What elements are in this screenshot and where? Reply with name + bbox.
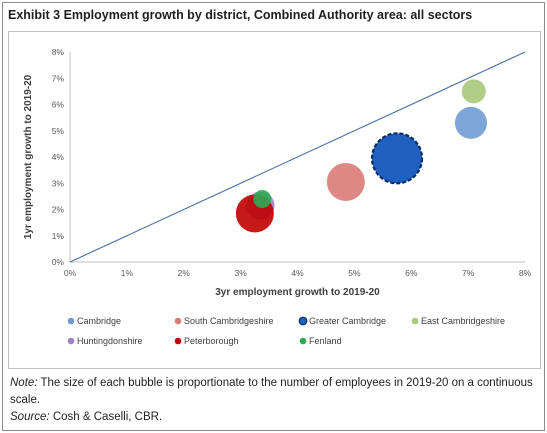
x-tick-label: 7% [462, 268, 475, 278]
legend-marker-east-cambridgeshire [411, 317, 419, 325]
x-tick-label: 8% [519, 268, 532, 278]
bubble-greater-cambridge [370, 132, 424, 185]
x-tick-label: 4% [291, 268, 304, 278]
note-label: Note: [10, 377, 38, 389]
bubble-chart: 0% 1% 2% 3% 4% 5% 6% 7% 8% 0% 1% 2% 3% 4% 5% 6% 7% 8% 3yr … [23, 47, 532, 346]
x-tick-label: 2% [178, 268, 191, 278]
reference-line [69, 51, 526, 263]
legend-marker-cambridge [67, 317, 75, 325]
y-tick-label: 5% [52, 126, 65, 136]
note-text: The size of each bubble is proportionate… [10, 377, 533, 406]
bubble-fenland [253, 190, 272, 208]
exhibit-title: Exhibit 3 Employment growth by district,… [8, 8, 473, 22]
legend-label-fenland: Fenland [309, 336, 342, 346]
legend-marker-greater-cambridge [298, 316, 308, 326]
bubble-east-cambridgeshire [461, 79, 486, 104]
note-block: Note: The size of each bubble is proport… [10, 375, 537, 426]
legend-marker-peterborough [174, 337, 182, 345]
source-label: Source: [10, 411, 50, 423]
x-tick-label: 1% [121, 268, 134, 278]
legend-label-huntingdonshire: Huntingdonshire [77, 336, 143, 346]
x-tick-label: 3% [234, 268, 247, 278]
bubble-cambridge [454, 106, 487, 139]
x-tick-label: 6% [405, 268, 418, 278]
y-tick-label: 2% [52, 205, 65, 215]
source-text: Cosh & Caselli, CBR. [52, 411, 163, 423]
y-axis-title: 1yr employment growth to 2019-20 [23, 74, 34, 239]
y-tick-label: 0% [52, 257, 65, 267]
y-tick-label: 7% [52, 73, 65, 83]
bubble-south-cambridgeshire [326, 162, 365, 201]
y-tick-label: 1% [52, 231, 65, 241]
x-axis-title: 3yr employment growth to 2019-20 [215, 287, 380, 298]
y-tick-label: 4% [52, 152, 65, 162]
chart-area: 0% 1% 2% 3% 4% 5% 6% 7% 8% 0% 1% 2% 3% 4% 5% 6% 7% 8% 3yr … [8, 31, 541, 369]
y-tick-label: 8% [52, 47, 65, 57]
legend-marker-huntingdonshire [67, 337, 75, 345]
legend-label-cambridge: Cambridge [77, 316, 121, 326]
y-tick-label: 6% [52, 100, 65, 110]
legend-label-greater-cambridge: Greater Cambridge [309, 316, 386, 326]
legend-label-east-cambridgeshire: East Cambridgeshire [421, 316, 505, 326]
legend-marker-fenland [299, 337, 307, 345]
legend-label-peterborough: Peterborough [184, 336, 239, 346]
legend-label-south-cambridgeshire: South Cambridgeshire [184, 316, 274, 326]
x-tick-label: 0% [64, 268, 77, 278]
x-tick-label: 5% [348, 268, 361, 278]
y-tick-label: 3% [52, 178, 65, 188]
legend-marker-south-cambridgeshire [174, 317, 182, 325]
